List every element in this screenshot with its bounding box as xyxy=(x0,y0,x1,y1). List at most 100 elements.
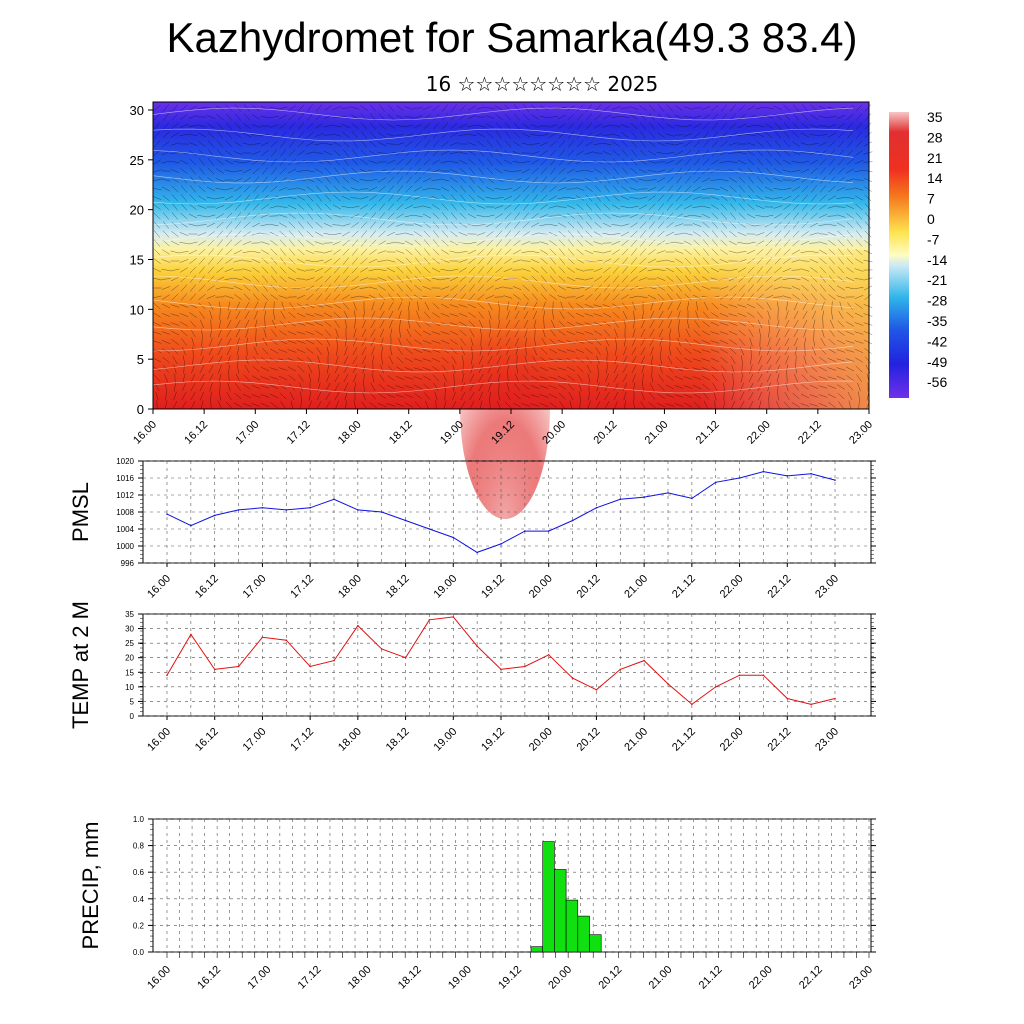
precip-panel: 0.00.20.40.60.81.016.00 16.12 17.00 17.12 18… xyxy=(78,815,876,992)
wind-barb xyxy=(171,194,179,202)
wind-barb xyxy=(505,328,511,338)
wind-barb xyxy=(314,267,324,273)
wind-barb xyxy=(512,285,522,291)
wind-barb xyxy=(216,230,224,238)
wind-barb xyxy=(486,285,494,291)
wind-barb xyxy=(353,382,357,392)
wind-barb xyxy=(226,319,232,329)
wind-barb xyxy=(577,230,583,238)
wind-barb xyxy=(289,239,295,247)
wind-barb xyxy=(449,304,459,308)
wind-barb xyxy=(737,133,747,137)
wind-barb xyxy=(777,391,779,401)
wind-barb xyxy=(710,267,720,273)
wind-barb xyxy=(692,376,702,380)
wind-barb xyxy=(837,275,845,283)
wind-barb xyxy=(818,385,828,389)
wind-barb xyxy=(441,356,449,364)
wind-barb xyxy=(593,143,603,145)
wind-barb xyxy=(153,140,161,148)
wind-barb xyxy=(190,382,196,392)
wind-barb xyxy=(675,105,683,111)
wind-barb xyxy=(831,310,833,320)
wind-barb xyxy=(639,257,647,265)
wind-barb xyxy=(575,170,585,172)
wind-barb xyxy=(225,150,233,156)
wind-barb xyxy=(278,222,288,228)
wind-barb xyxy=(361,239,367,247)
ytick-label: 1008 xyxy=(116,508,134,517)
wind-barb xyxy=(639,159,647,165)
wind-barb xyxy=(567,221,575,229)
wind-barb xyxy=(594,176,602,184)
wind-barb xyxy=(200,346,204,356)
wind-barb xyxy=(721,221,727,229)
wind-barb xyxy=(548,385,558,389)
wind-barb xyxy=(494,286,504,290)
wind-barb xyxy=(747,150,755,156)
wind-barb xyxy=(701,106,711,110)
wind-barb xyxy=(594,185,602,193)
wind-barb xyxy=(585,186,593,192)
wind-barb xyxy=(278,285,288,291)
wind-barb xyxy=(361,131,367,139)
wind-barb xyxy=(765,248,773,256)
panel-frame xyxy=(142,613,872,717)
wind-barb xyxy=(631,346,637,356)
wind-barb xyxy=(261,293,269,301)
wind-barb xyxy=(296,322,306,326)
wind-barb xyxy=(251,151,261,155)
wind-barb xyxy=(269,367,279,371)
wind-barb xyxy=(782,267,792,273)
wind-barb xyxy=(179,251,189,253)
wind-barb xyxy=(387,176,395,184)
isotherm xyxy=(152,275,854,289)
wind-barb xyxy=(746,134,756,136)
wind-barb xyxy=(801,185,809,193)
wind-barb xyxy=(756,176,764,184)
wind-barb xyxy=(586,364,592,374)
wind-barb xyxy=(417,301,419,311)
wind-barb xyxy=(296,340,306,344)
wind-barb xyxy=(305,313,315,317)
wind-barb xyxy=(558,239,566,247)
wind-barb xyxy=(549,240,557,246)
wind-barb xyxy=(441,122,449,130)
wind-barb xyxy=(613,382,619,392)
wind-barb xyxy=(323,312,333,318)
wind-barb xyxy=(210,400,212,410)
data-point xyxy=(762,674,765,676)
wind-barb xyxy=(225,113,233,121)
wind-barb xyxy=(172,203,178,211)
wind-barb xyxy=(389,319,393,329)
wind-barb xyxy=(512,259,522,263)
wind-barb xyxy=(666,104,674,112)
wind-barb xyxy=(332,224,342,226)
wind-barb xyxy=(755,232,765,236)
wind-barb xyxy=(485,196,495,200)
wind-barb xyxy=(449,330,459,336)
wind-barb xyxy=(165,391,167,401)
wind-barb xyxy=(648,104,656,112)
wind-barb xyxy=(226,122,232,130)
wind-barb xyxy=(495,158,503,166)
wind-barb xyxy=(269,223,279,227)
wind-barb xyxy=(251,250,261,254)
wind-barb xyxy=(225,140,233,148)
wind-barb xyxy=(602,150,612,156)
wind-barb xyxy=(728,161,738,163)
wind-barb xyxy=(207,167,215,175)
wind-barb xyxy=(522,212,530,220)
wind-barb xyxy=(469,284,475,292)
wind-barb xyxy=(548,205,558,209)
wind-barb xyxy=(854,340,864,344)
data-point xyxy=(213,514,216,517)
wind-barb xyxy=(693,248,701,256)
wind-barb xyxy=(521,132,531,138)
wind-barb xyxy=(728,330,738,336)
wind-barb xyxy=(855,248,863,256)
wind-barb xyxy=(206,196,216,200)
wind-barb xyxy=(407,319,411,329)
xtick-label: 22.00 xyxy=(718,573,746,601)
wind-barb xyxy=(422,286,432,290)
